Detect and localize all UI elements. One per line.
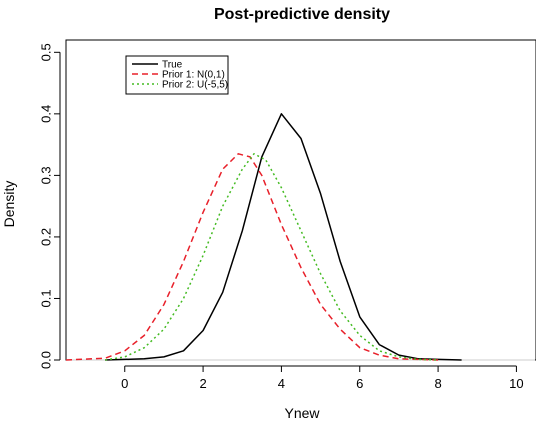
series-line-1 (65, 153, 439, 361)
x-tick-label: 4 (278, 376, 285, 391)
legend-box (125, 55, 229, 95)
series-line-2 (105, 153, 439, 361)
x-tick-label: 2 (199, 376, 206, 391)
y-tick-label: 0.5 (39, 43, 54, 61)
y-tick-label: 0.4 (39, 105, 54, 123)
y-tick-label: 0.1 (39, 289, 54, 307)
chart-title: Post-predictive density (214, 6, 390, 23)
y-tick-label: 0.2 (39, 228, 54, 246)
series-layer (65, 113, 462, 361)
x-tick-label: 0 (121, 376, 128, 391)
series-line-0 (105, 113, 462, 361)
x-tick-label: 8 (434, 376, 441, 391)
x-tick-label: 6 (356, 376, 363, 391)
legend-entry-label: True (162, 60, 183, 71)
y-axis-label: Density (1, 181, 17, 228)
x-tick-label: 10 (509, 376, 523, 391)
y-tick-label: 0.0 (39, 351, 54, 369)
legend-entry-label: Prior 1: N(0,1) (162, 70, 225, 81)
axes: 0 2 4 6 8 10 0.0 0.1 0.2 0.3 0.4 0.5 (39, 43, 535, 391)
y-tick-label: 0.3 (39, 166, 54, 184)
x-axis-label: Ynew (284, 405, 320, 421)
legend-entry-label: Prior 2: U(-5,5) (162, 80, 228, 91)
